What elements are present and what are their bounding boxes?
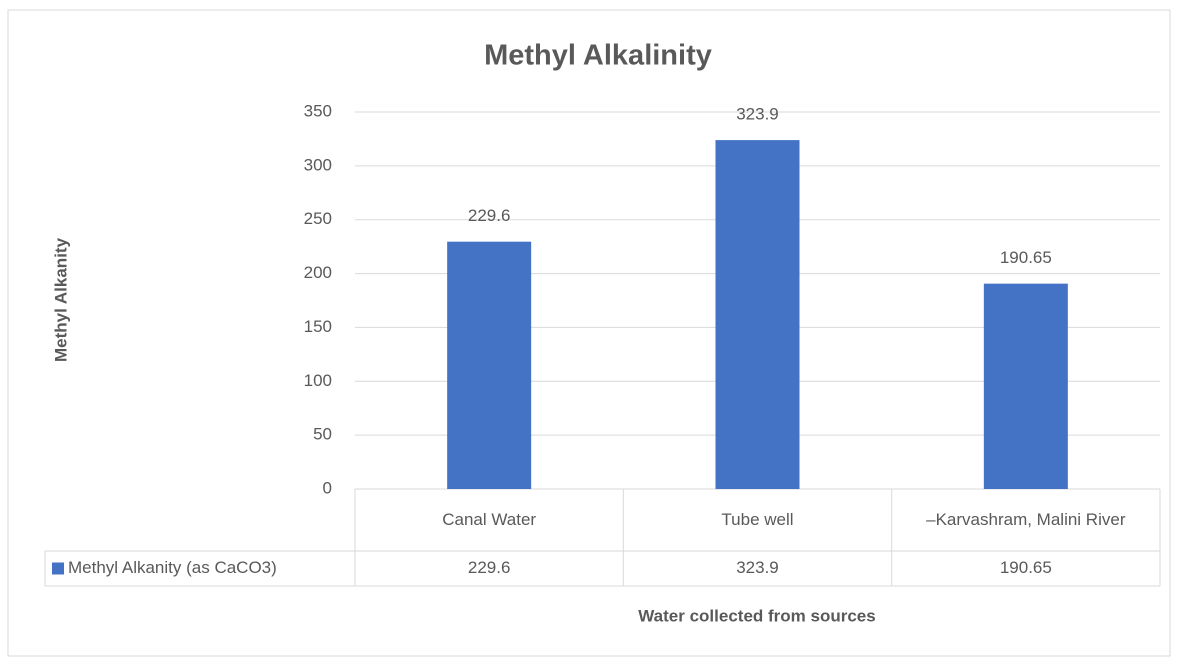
x-tick-cell: Canal Water [442, 509, 537, 529]
y-tick-label: 200 [304, 263, 332, 282]
y-tick-label: 300 [304, 155, 332, 174]
bar [715, 140, 800, 489]
x-tick-cell: –Karvashram, Malini River [926, 509, 1126, 529]
table-value: 323.9 [736, 558, 779, 577]
table-value: 229.6 [468, 558, 511, 577]
bar [983, 283, 1068, 489]
y-tick-label: 250 [304, 209, 332, 228]
y-tick-label: 50 [313, 425, 332, 444]
chart-frame [7, 9, 1171, 657]
x-tick-label: Canal Water [442, 509, 537, 529]
data-label: 323.9 [736, 105, 779, 124]
x-tick-label: –Karvashram, Malini River [926, 509, 1126, 529]
legend-swatch [52, 562, 64, 575]
data-label: 190.65 [1000, 248, 1052, 267]
y-tick-label: 100 [304, 371, 332, 390]
chart-title: Methyl Alkalinity [484, 40, 712, 72]
y-axis-label: Methyl Alkanity [51, 237, 70, 362]
data-label: 229.6 [468, 206, 511, 225]
x-axis-label: Water collected from sources [638, 606, 875, 625]
x-tick-label: Tube well [721, 509, 794, 529]
legend-label: Methyl Alkanity (as CaCO3) [68, 558, 277, 577]
bar [447, 241, 532, 489]
x-tick-cell: Tube well [721, 509, 794, 529]
table-value: 190.65 [1000, 558, 1052, 577]
y-tick-label: 0 [323, 478, 332, 497]
y-tick-label: 150 [304, 317, 332, 336]
y-tick-label: 350 [304, 101, 332, 120]
